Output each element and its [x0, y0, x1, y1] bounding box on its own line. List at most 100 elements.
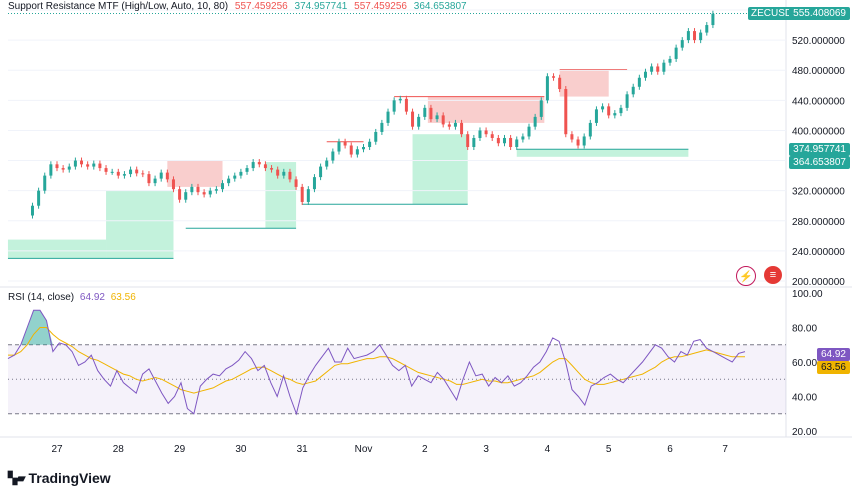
candle-body	[374, 131, 378, 142]
rsi-value: 64.92	[79, 292, 105, 303]
candle-body	[92, 163, 96, 167]
candle-body	[104, 168, 108, 172]
time-tick-label: 4	[545, 444, 551, 455]
rsi-title: RSI (14, close)	[8, 292, 75, 303]
indicator-title: Support Resistance MTF (High/Low, Auto, …	[8, 1, 229, 12]
rsi-tick-label: 20.00	[792, 427, 817, 438]
candle-body	[411, 111, 415, 127]
candle-body	[601, 106, 605, 110]
candle-body	[576, 139, 580, 146]
rsi-ma-line	[8, 327, 745, 394]
candle-body	[227, 178, 231, 184]
candle-body	[380, 122, 384, 132]
support-zone	[106, 190, 174, 259]
candle-body	[490, 134, 494, 138]
candle-body	[49, 164, 53, 176]
candle-body	[429, 107, 433, 120]
candle-body	[404, 98, 408, 112]
time-tick-label: Nov	[355, 444, 373, 455]
flash-icon[interactable]: ⚡	[736, 266, 756, 286]
brand-name: TradingView	[28, 470, 111, 486]
rsi-tick-label: 100.00	[792, 289, 823, 300]
resistance-zone	[427, 96, 545, 123]
candle-body	[43, 175, 47, 191]
candle-body	[147, 174, 151, 184]
candle-body	[478, 130, 482, 138]
rsi-tick-label: 80.00	[792, 324, 817, 335]
candle-body	[386, 111, 390, 123]
candle-body	[337, 141, 341, 152]
candle-body	[564, 89, 568, 135]
candle-body	[98, 163, 102, 169]
candle-body	[276, 169, 280, 176]
candle-body	[699, 32, 703, 41]
candle-body	[171, 179, 175, 190]
legend-value-4: 364.653807	[413, 1, 467, 12]
candle-body	[202, 192, 206, 195]
candle-body	[705, 25, 709, 33]
candle-body	[55, 164, 59, 169]
candle-body	[129, 169, 133, 175]
time-tick-label: 27	[51, 444, 63, 455]
candle-body	[270, 168, 274, 170]
candle-body	[306, 189, 310, 202]
symbol-tag: ZECUSD	[748, 7, 796, 20]
candle-body	[539, 100, 543, 117]
candle-body	[355, 149, 359, 155]
candle-body	[288, 171, 292, 180]
candle-body	[656, 66, 660, 72]
candle-body	[423, 107, 427, 117]
candle-body	[502, 137, 506, 144]
flag-icon[interactable]: ≡	[764, 266, 782, 284]
candle-body	[122, 174, 126, 176]
candle-body	[392, 100, 396, 112]
candle-body	[325, 160, 329, 167]
candle-body	[680, 40, 684, 48]
candle-body	[552, 76, 556, 78]
candle-body	[343, 141, 347, 146]
candle-body	[282, 171, 286, 176]
candle-body	[190, 186, 194, 193]
support-zone	[516, 149, 689, 157]
candle-body	[110, 171, 114, 173]
support-zone	[265, 162, 297, 229]
candle-body	[159, 172, 163, 179]
candle-body	[257, 162, 261, 165]
candle-body	[594, 109, 598, 123]
resistance-zone	[167, 160, 223, 187]
candle-body	[362, 147, 365, 150]
candle-body	[86, 164, 90, 167]
rsi-legend: RSI (14, close) 64.92 63.56	[8, 292, 136, 303]
candle-body	[496, 137, 500, 144]
tv-logo-icon: ▚▰	[8, 471, 25, 485]
price-tick-label: 200.000000	[792, 277, 845, 288]
price-tick-label: 400.000000	[792, 126, 845, 137]
candle-body	[368, 141, 372, 148]
candle-body	[472, 137, 476, 148]
candle-body	[447, 124, 451, 127]
candle-body	[582, 136, 586, 146]
candle-body	[233, 175, 237, 179]
price-tick-label: 480.000000	[792, 66, 845, 77]
rsi-band-fill	[8, 344, 786, 414]
candle-body	[239, 171, 243, 176]
candle-body	[349, 145, 353, 155]
tradingview-logo[interactable]: ▚▰ TradingView	[8, 470, 111, 486]
candle-body	[545, 76, 549, 101]
price-tick-label: 440.000000	[792, 96, 845, 107]
candle-body	[221, 183, 225, 190]
candle-body	[693, 31, 697, 41]
candle-body	[533, 116, 537, 127]
candle-body	[294, 179, 298, 187]
candle-body	[245, 168, 249, 172]
time-tick-label: 7	[722, 444, 728, 455]
candle-body	[484, 130, 488, 135]
candle-body	[196, 186, 200, 193]
last-price-tag: 555.408069	[789, 7, 850, 20]
candle-body	[417, 116, 421, 127]
candle-body	[61, 168, 65, 170]
support-low-tag: 364.653807	[789, 156, 850, 169]
rsi-tick-label: 60.00	[792, 358, 817, 369]
time-tick-label: 29	[174, 444, 186, 455]
